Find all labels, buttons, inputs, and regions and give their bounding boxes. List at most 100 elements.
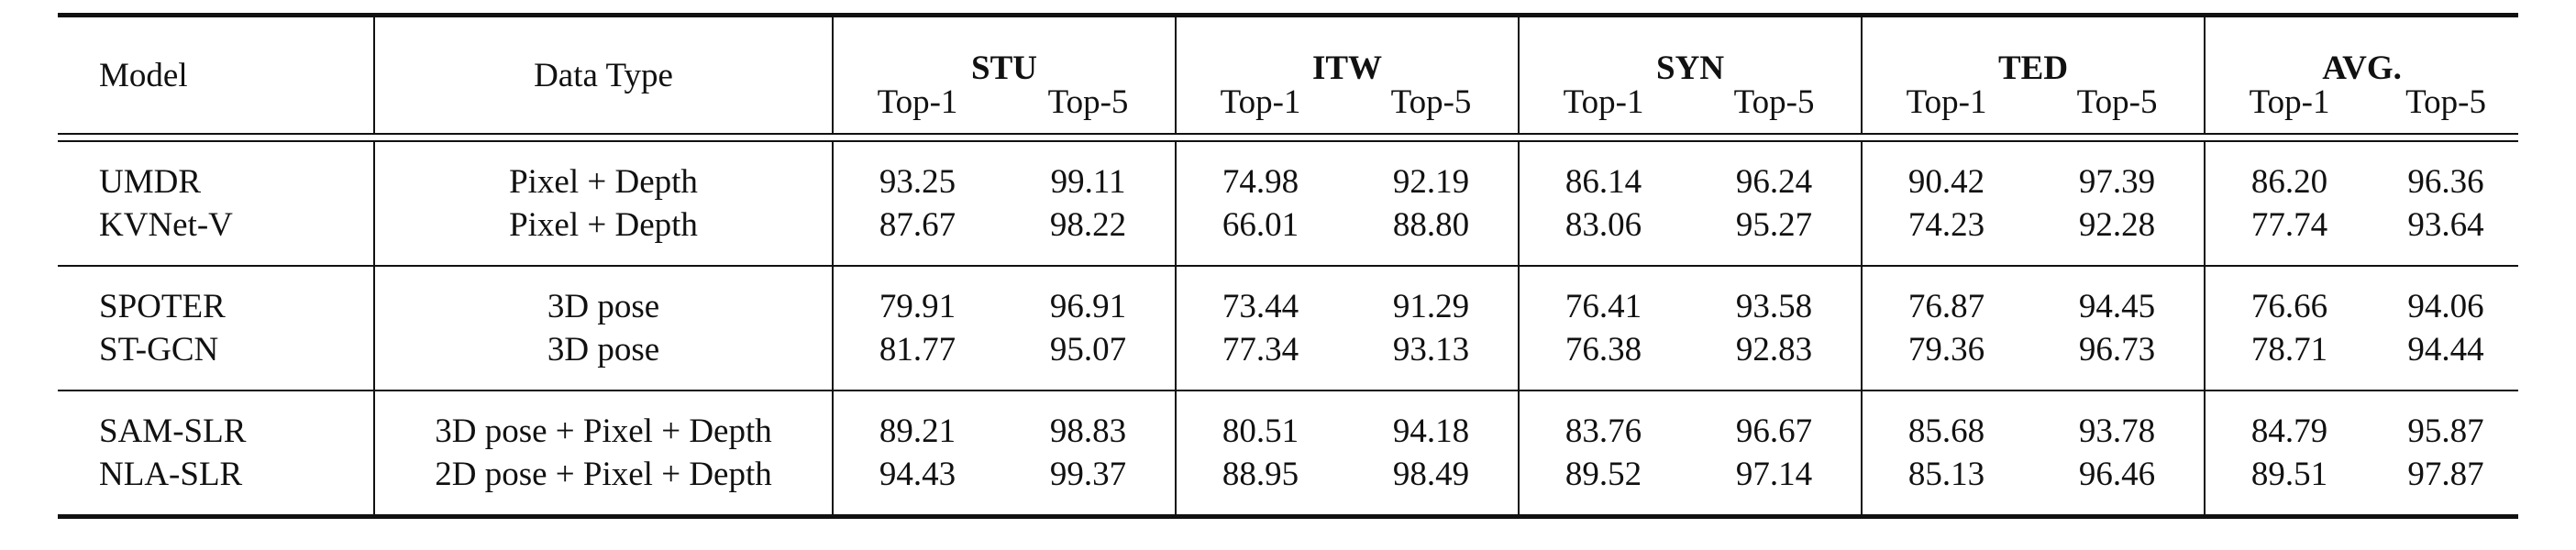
cell-top5: 93.13 — [1392, 331, 1470, 368]
cell-top1: 79.36 — [1861, 328, 2031, 390]
table-header: Model Data Type STU ITW SYN TED AVG. Top… — [58, 15, 2519, 134]
cell-top5: 96.67 — [1735, 412, 1813, 450]
table-body: UMDR Pixel + Depth 93.25 99.11 74.98 92.19 86.… — [58, 133, 2519, 517]
cell-model: UMDR — [99, 163, 202, 201]
table-row: ST-GCN 3D pose 81.77 95.07 77.34 93.13 76.38 92… — [58, 328, 2518, 390]
cell-top1: 88.95 — [1175, 453, 1345, 517]
rule-cell — [58, 133, 374, 142]
header-model: Model — [99, 56, 188, 94]
cell-top1: 85.68 — [1861, 391, 2031, 453]
cell-top1: 84.79 — [2204, 391, 2374, 453]
cell-model: NLA-SLR — [99, 456, 243, 493]
header-dataset-ted: TED — [1861, 15, 2206, 85]
results-table: Model Data Type STU ITW SYN TED AVG. Top… — [58, 13, 2519, 519]
cell-top1: 89.52 — [1518, 453, 1688, 517]
cell-top1: 89.21 — [832, 391, 1001, 453]
header-row-datasets: Model Data Type STU ITW SYN TED AVG. — [58, 15, 2519, 134]
cell-top5: 98.83 — [1049, 412, 1127, 450]
rule-cell — [1687, 133, 1863, 142]
cell-top5: 96.36 — [2407, 163, 2484, 201]
header-metric-top5: Top-5 — [1047, 83, 1129, 121]
cell-top1: 74.23 — [1861, 204, 2031, 266]
cell-top1: 74.98 — [1175, 141, 1345, 204]
cell-top5: 98.22 — [1049, 206, 1127, 244]
cell-top1: 89.51 — [2204, 453, 2374, 517]
header-row-metrics: Top-1 Top-5 Top-1 Top-5 Top-1 Top-5 Top-… — [58, 85, 2518, 134]
header-dataset-stu: STU — [831, 15, 1177, 85]
header-metric-top5: Top-5 — [2076, 83, 2158, 121]
cell-model: SAM-SLR — [99, 412, 247, 450]
header-metric-top5: Top-5 — [2405, 83, 2486, 121]
header-metric-top1: Top-1 — [1175, 85, 1345, 134]
cell-top5: 97.87 — [2407, 456, 2484, 493]
cell-top5: 94.44 — [2407, 331, 2484, 368]
cell-top1: 79.91 — [832, 267, 1001, 328]
cell-top5: 94.18 — [1392, 412, 1470, 450]
table-row: UMDR Pixel + Depth 93.25 99.11 74.98 92.19 86.… — [58, 141, 2518, 204]
cell-top5: 98.49 — [1392, 456, 1470, 493]
cell-top1: 66.01 — [1175, 204, 1345, 266]
cell-data-type: Pixel + Depth — [373, 204, 833, 266]
cell-model: SPOTER — [99, 288, 226, 325]
cell-data-type: Pixel + Depth — [373, 141, 833, 204]
cell-top5: 93.58 — [1735, 288, 1813, 325]
cell-top1: 85.13 — [1861, 453, 2031, 517]
cell-top5: 92.28 — [2078, 206, 2156, 244]
header-metric-top1: Top-1 — [2204, 85, 2374, 134]
rule-cell — [833, 133, 1001, 142]
cell-top5: 93.64 — [2407, 206, 2484, 244]
cell-top5: 96.24 — [1735, 163, 1813, 201]
cell-top1: 76.66 — [2204, 267, 2374, 328]
cell-top5: 95.87 — [2407, 412, 2484, 450]
cell-top5: 95.27 — [1735, 206, 1813, 244]
cell-top1: 80.51 — [1175, 391, 1345, 453]
cell-data-type: 2D pose + Pixel + Depth — [373, 453, 833, 517]
rule-cell — [374, 133, 833, 142]
cell-top1: 81.77 — [832, 328, 1001, 390]
cell-top1: 87.67 — [832, 204, 1001, 266]
cell-top5: 92.19 — [1392, 163, 1470, 201]
cell-top1: 94.43 — [832, 453, 1001, 517]
table-row: KVNet-V Pixel + Depth 87.67 98.22 66.01 88.80… — [58, 204, 2518, 266]
header-data-type: Data Type — [373, 15, 833, 134]
cell-top1: 93.25 — [832, 141, 1001, 204]
cell-top5: 95.07 — [1049, 331, 1127, 368]
header-dataset-avg: AVG. — [2204, 15, 2519, 85]
cell-top5: 99.11 — [1050, 163, 1126, 201]
cell-data-type: 3D pose — [373, 328, 833, 390]
cell-top5: 96.73 — [2078, 331, 2156, 368]
cell-top1: 76.87 — [1861, 267, 2031, 328]
cell-top5: 92.83 — [1735, 331, 1813, 368]
cell-top1: 86.14 — [1518, 141, 1688, 204]
cell-top5: 88.80 — [1392, 206, 1470, 244]
rule-cell — [2030, 133, 2206, 142]
rule-cell — [2205, 133, 2374, 142]
header-double-rule — [58, 133, 2519, 142]
rule-cell — [1862, 133, 2031, 142]
rule-cell — [1519, 133, 1688, 142]
rule-cell — [2373, 133, 2519, 142]
cell-model: ST-GCN — [99, 331, 219, 368]
header-dataset-itw: ITW — [1175, 15, 1520, 85]
cell-top1: 77.74 — [2204, 204, 2374, 266]
header-metric-top1: Top-1 — [1861, 85, 2031, 134]
cell-model: KVNet-V — [99, 206, 233, 244]
header-metric-top1: Top-1 — [1518, 85, 1688, 134]
cell-top5: 94.45 — [2078, 288, 2156, 325]
cell-top1: 83.76 — [1518, 391, 1688, 453]
cell-top1: 77.34 — [1175, 328, 1345, 390]
cell-data-type: 3D pose + Pixel + Depth — [373, 391, 833, 453]
cell-top5: 93.78 — [2078, 412, 2156, 450]
rule-cell — [1176, 133, 1345, 142]
cell-top1: 83.06 — [1518, 204, 1688, 266]
header-metric-top1: Top-1 — [832, 85, 1001, 134]
cell-top5: 99.37 — [1049, 456, 1127, 493]
rule-cell — [1344, 133, 1520, 142]
cell-top5: 94.06 — [2407, 288, 2484, 325]
rule-cell — [1001, 133, 1177, 142]
cell-top5: 96.46 — [2078, 456, 2156, 493]
cell-top1: 86.20 — [2204, 141, 2374, 204]
cell-top1: 76.41 — [1518, 267, 1688, 328]
cell-top1: 90.42 — [1861, 141, 2031, 204]
cell-top1: 78.71 — [2204, 328, 2374, 390]
